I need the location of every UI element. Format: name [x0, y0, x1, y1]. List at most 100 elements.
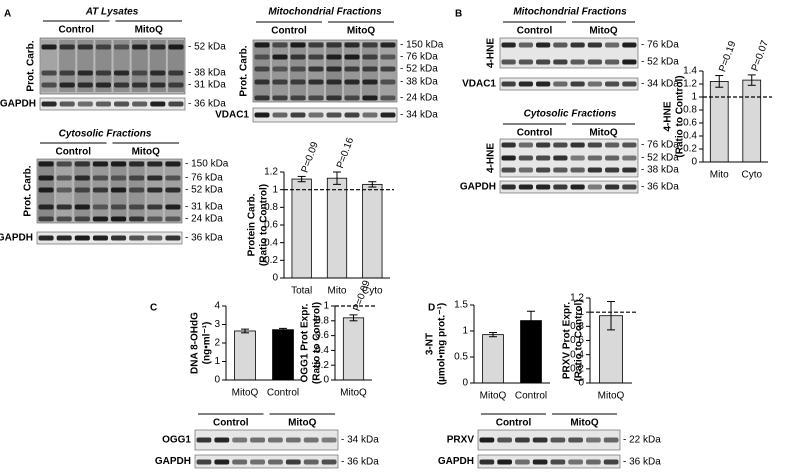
- blot-band: [518, 81, 533, 87]
- y-tick-label: 0: [272, 273, 278, 284]
- blot-band: [308, 95, 324, 101]
- blot-band: [290, 79, 306, 85]
- blot-band: [114, 101, 130, 107]
- blot-band: [587, 81, 602, 87]
- blot-band: [74, 187, 90, 193]
- blot-band: [165, 187, 181, 193]
- blot-band: [272, 42, 288, 48]
- kda-marker: - 31 kDa: [188, 80, 226, 91]
- blot-band: [250, 437, 265, 443]
- blot-band: [147, 187, 163, 193]
- blot-row: [477, 429, 621, 451]
- blot-band: [536, 167, 551, 173]
- blot-band: [515, 459, 530, 465]
- blot-row-label: GAPDH: [155, 456, 191, 467]
- blot-band: [362, 112, 378, 118]
- blot-band: [344, 95, 360, 101]
- blot-band: [290, 66, 306, 72]
- blot-band: [570, 42, 585, 48]
- blot-row: [39, 97, 186, 111]
- blot-band: [326, 54, 342, 60]
- blot-band: [38, 235, 54, 241]
- blot-band: [587, 59, 602, 65]
- blot-band: [92, 175, 108, 181]
- blot-band: [114, 70, 130, 76]
- blot-band: [568, 459, 583, 465]
- blot-band: [92, 161, 108, 167]
- blot-band: [380, 112, 396, 118]
- blot-band: [111, 216, 127, 222]
- blot-band: [605, 81, 620, 87]
- blot-row-label: VDAC1: [215, 110, 249, 121]
- blot-band: [570, 167, 585, 173]
- blot-band: [111, 175, 127, 181]
- blot-band: [41, 101, 57, 107]
- blot-band: [74, 216, 90, 222]
- error-bar: [368, 181, 377, 188]
- blot-band: [232, 437, 248, 443]
- group-label: MitoQ: [132, 147, 161, 158]
- y-axis-label: (ng•ml⁻¹): [202, 322, 213, 365]
- blot-band: [380, 95, 396, 101]
- blot-band: [95, 82, 111, 88]
- blot-band: [344, 112, 360, 118]
- p-value: P=0.16: [335, 136, 356, 170]
- blot-band: [147, 175, 163, 181]
- blot-band: [254, 112, 270, 118]
- blot-band: [344, 79, 360, 85]
- blot-band: [38, 216, 54, 222]
- blot-band: [111, 235, 127, 241]
- group-label: MitoQ: [589, 128, 618, 139]
- blot-band: [168, 82, 184, 88]
- blot-band: [518, 59, 533, 65]
- blot-band: [74, 235, 90, 241]
- bar: [342, 317, 365, 381]
- blot-band: [326, 66, 342, 72]
- blot-row: [36, 231, 183, 245]
- blot-band: [272, 66, 288, 72]
- blot-band: [272, 79, 288, 85]
- kda-marker: - 22 kDa: [623, 435, 661, 446]
- group-label: Control: [213, 418, 249, 429]
- blot-band: [603, 437, 619, 443]
- blot-band: [570, 59, 585, 65]
- y-tick-label: 0.6: [264, 220, 278, 231]
- error-bar: [527, 310, 535, 331]
- blot-band: [59, 82, 75, 88]
- blot-band: [56, 161, 72, 167]
- kda-marker: - 52 kDa: [188, 42, 226, 53]
- blot-band: [303, 437, 319, 443]
- error-bar: [489, 332, 497, 338]
- blot-band: [501, 59, 516, 65]
- blot-band: [272, 54, 288, 60]
- x-tick-label: MitoQ: [480, 391, 507, 402]
- blot-row: [499, 77, 639, 91]
- bar: [234, 330, 256, 381]
- kda-marker: - 38 kDa: [641, 165, 679, 176]
- y-tick-label: 0.2: [683, 144, 697, 155]
- blot-band: [501, 142, 516, 148]
- blot-band: [74, 204, 90, 210]
- blot-band: [308, 79, 324, 85]
- blot-title: Mitochondrial Fractions: [268, 7, 382, 18]
- blot-band: [532, 437, 548, 443]
- y-tick-label: 3: [214, 319, 220, 330]
- blot-band: [497, 437, 512, 443]
- blot-band: [74, 175, 90, 181]
- y-tick-label: 0.8: [683, 105, 697, 116]
- kda-marker: - 150 kDa: [400, 40, 444, 51]
- blot-band: [165, 175, 181, 181]
- blot-band: [268, 437, 283, 443]
- blot-band: [515, 437, 530, 443]
- blot-band: [308, 66, 324, 72]
- blot-band: [168, 70, 184, 76]
- group-label: MitoQ: [288, 418, 317, 429]
- y-tick-label: 0.5: [454, 352, 468, 363]
- kda-marker: - 52 kDa: [185, 185, 223, 196]
- blot-band: [570, 142, 585, 148]
- blot-band: [41, 44, 57, 50]
- blot-band: [268, 459, 283, 465]
- error-bar: [747, 74, 756, 86]
- blot-band: [38, 161, 54, 167]
